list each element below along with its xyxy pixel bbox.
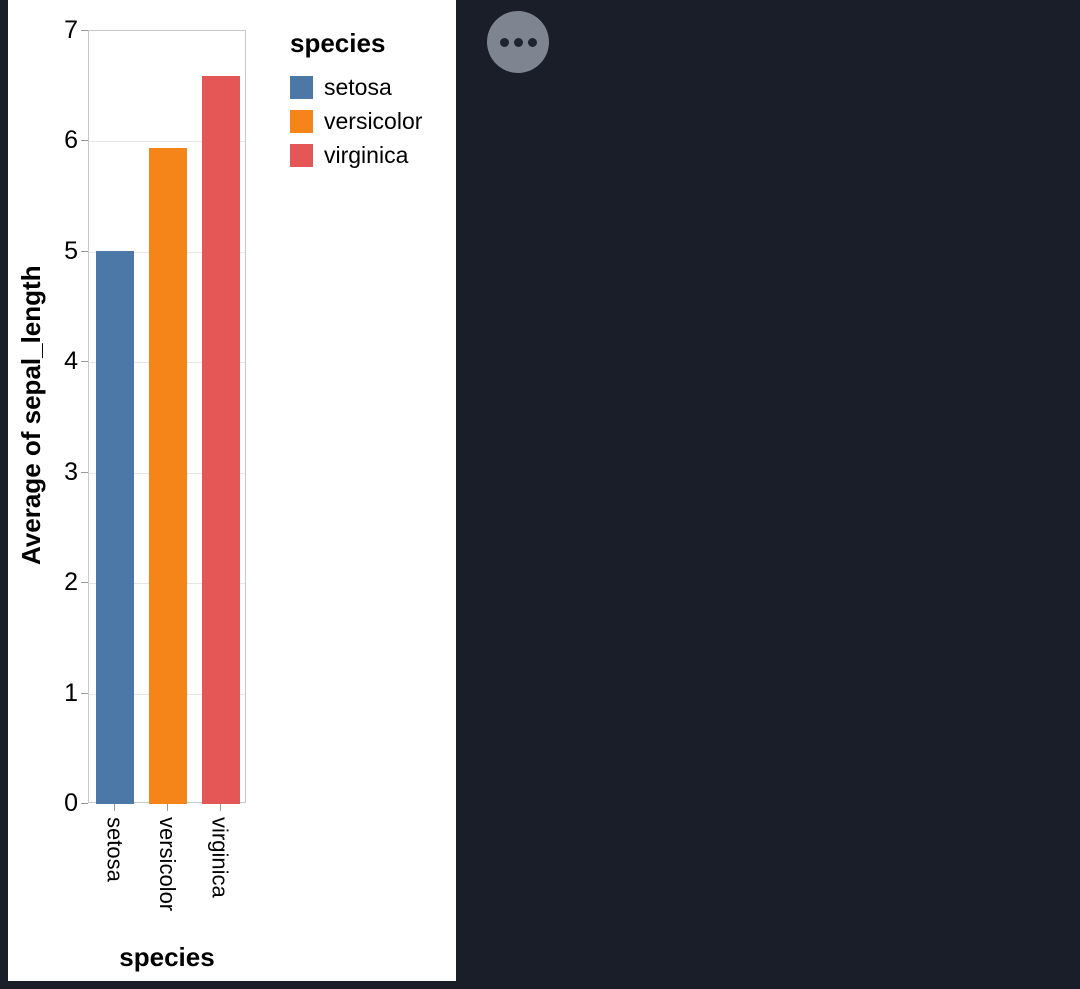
legend-label: versicolor xyxy=(324,108,423,134)
chart-card: Average of sepal_length species species … xyxy=(8,0,456,981)
y-tick-mark xyxy=(81,250,88,252)
legend-swatch-setosa xyxy=(290,76,313,99)
y-tick-label: 0 xyxy=(64,789,78,817)
y-tick-label: 5 xyxy=(64,236,78,265)
legend-title: species xyxy=(290,28,386,58)
chart-options-button[interactable] xyxy=(487,11,549,73)
y-tick-label: 2 xyxy=(64,568,78,597)
x-tick-mark xyxy=(167,804,168,811)
x-tick-label-virginica: virginica xyxy=(207,817,233,898)
x-tick-label-setosa: setosa xyxy=(102,817,128,882)
y-tick-label: 4 xyxy=(64,347,78,376)
bar-virginica[interactable] xyxy=(201,76,240,804)
gridline xyxy=(89,141,245,143)
y-tick-mark xyxy=(81,30,88,31)
x-tick-label-versicolor: versicolor xyxy=(155,817,180,912)
legend-entry-versicolor: versicolor xyxy=(290,110,422,133)
y-tick-mark xyxy=(81,140,88,142)
legend-label: virginica xyxy=(324,142,409,168)
y-axis-title: Average of sepal_length xyxy=(16,265,46,565)
y-tick-mark xyxy=(81,803,88,804)
y-tick-label: 1 xyxy=(64,678,78,707)
bar-versicolor[interactable] xyxy=(149,148,187,804)
legend-entry-setosa: setosa xyxy=(290,76,422,99)
y-tick-mark xyxy=(81,471,88,473)
ellipsis-icon xyxy=(499,37,537,47)
y-tick-mark xyxy=(81,692,88,694)
legend-swatch-versicolor xyxy=(290,110,313,133)
plot-area xyxy=(88,30,246,804)
legend-entries: setosa versicolor virginica xyxy=(290,76,422,167)
y-tick-mark xyxy=(81,582,88,584)
legend-entry-virginica: virginica xyxy=(290,144,422,167)
bar-setosa[interactable] xyxy=(96,250,135,804)
y-tick-mark xyxy=(81,361,88,363)
x-tick-mark xyxy=(219,804,221,811)
y-tick-label: 6 xyxy=(64,126,78,155)
legend-swatch-virginica xyxy=(290,144,313,167)
x-axis-title: species xyxy=(119,942,215,972)
x-tick-mark xyxy=(114,804,116,811)
y-tick-label: 3 xyxy=(64,457,78,486)
legend: species setosa versicolor virginica xyxy=(290,28,422,178)
y-tick-label: 7 xyxy=(64,16,78,44)
legend-label: setosa xyxy=(324,74,392,100)
